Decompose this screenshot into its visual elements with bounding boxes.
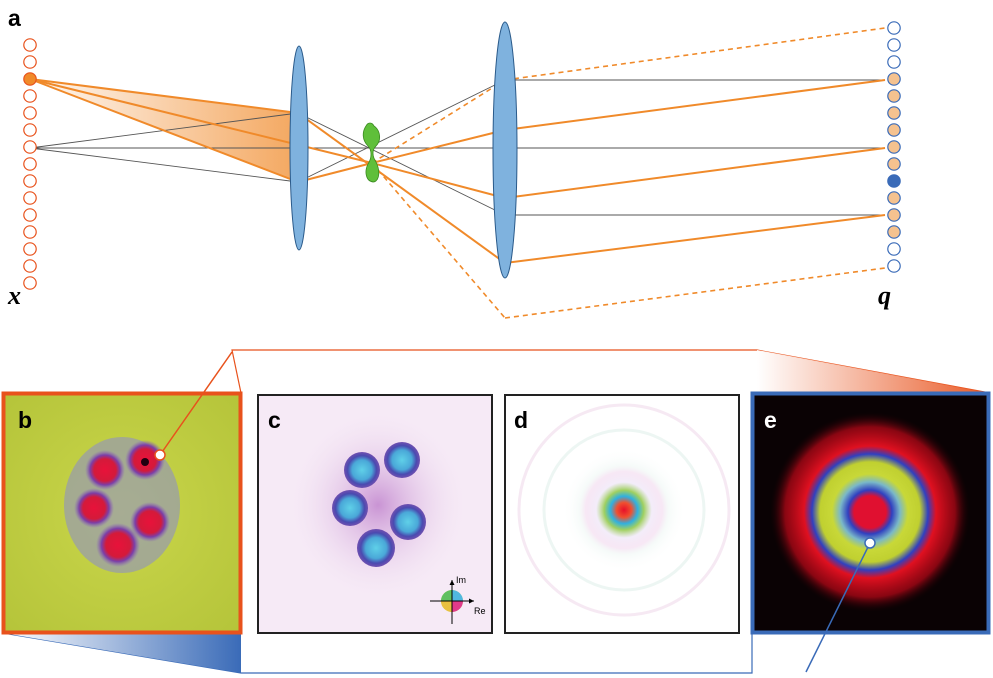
spot (96, 523, 140, 567)
panel-c-field-image: Im Re c (257, 394, 493, 634)
phase-color-wheel: Im Re (430, 575, 486, 624)
output-pixel-lit (887, 157, 901, 171)
input-pixel (23, 259, 37, 273)
panel-a-optical-diagram: a (7, 5, 901, 319)
input-pixel-array (23, 38, 37, 290)
output-pixel-lit (887, 140, 901, 154)
input-pixel-active (23, 72, 37, 86)
output-rings (770, 412, 970, 612)
panel-e-frame (750, 391, 991, 635)
output-pixel-lit (887, 123, 901, 137)
panel-label-d: d (514, 407, 528, 433)
output-pixel-lit (887, 191, 901, 205)
spot (332, 490, 368, 526)
output-axis-label: q (878, 281, 891, 310)
re-label: Re (474, 606, 486, 616)
input-pixel (23, 276, 37, 290)
output-pixel (887, 55, 901, 69)
input-pixel (23, 55, 37, 69)
output-pixel-lit (887, 89, 901, 103)
orange-wedge (757, 350, 990, 393)
blue-wedge (3, 633, 241, 673)
panel-d-speckle-image: d (504, 394, 740, 634)
output-pixel-target (887, 174, 901, 188)
spot (85, 450, 125, 490)
panel-e-output-image: e (750, 391, 991, 673)
input-pixel (23, 106, 37, 120)
input-axis-label: x (7, 281, 21, 310)
input-pixel (23, 191, 37, 205)
lens-1 (289, 45, 309, 251)
spot (390, 504, 426, 540)
input-pixel (23, 242, 37, 256)
input-pixel (23, 225, 37, 239)
im-label: Im (456, 575, 466, 585)
panel-label-e: e (764, 407, 777, 433)
speckle-rings (562, 448, 686, 572)
spot (357, 529, 395, 567)
orange-rays (29, 78, 886, 264)
spot-center (141, 458, 149, 466)
marker-line (805, 542, 871, 673)
connectors (2, 349, 991, 674)
spot (344, 452, 380, 488)
output-pixel-lit (887, 225, 901, 239)
marker-line (159, 351, 233, 456)
input-pixel (23, 140, 37, 154)
lens-2 (492, 21, 518, 279)
sample-scatterer (362, 122, 380, 183)
panel-b-frame (1, 391, 243, 635)
output-pixel (887, 242, 901, 256)
panel-b-input-image: b (1, 351, 243, 635)
input-pixel (23, 89, 37, 103)
input-pixel (23, 38, 37, 52)
input-pixel (23, 174, 37, 188)
input-pixel (23, 208, 37, 222)
spot (130, 502, 170, 542)
field-halo (288, 410, 468, 600)
panel-label-b: b (18, 407, 32, 433)
output-pixel-array (887, 21, 901, 273)
output-pixel-lit (887, 208, 901, 222)
spot (384, 442, 420, 478)
panel-label-a: a (8, 5, 21, 31)
gray-rays (29, 79, 885, 216)
output-pixel (887, 259, 901, 273)
output-pixel (887, 38, 901, 52)
panel-c-frame (257, 394, 493, 634)
input-pixel (23, 123, 37, 137)
output-pixel-lit (887, 72, 901, 86)
spot (74, 488, 114, 528)
output-pixel (887, 21, 901, 35)
output-pixel-lit (887, 106, 901, 120)
panel-d-frame (504, 394, 740, 634)
orange-dashed-rays (371, 27, 886, 319)
marker-dot (864, 537, 876, 549)
input-pixel (23, 157, 37, 171)
marker-dot (154, 449, 166, 461)
panel-label-c: c (268, 407, 281, 433)
